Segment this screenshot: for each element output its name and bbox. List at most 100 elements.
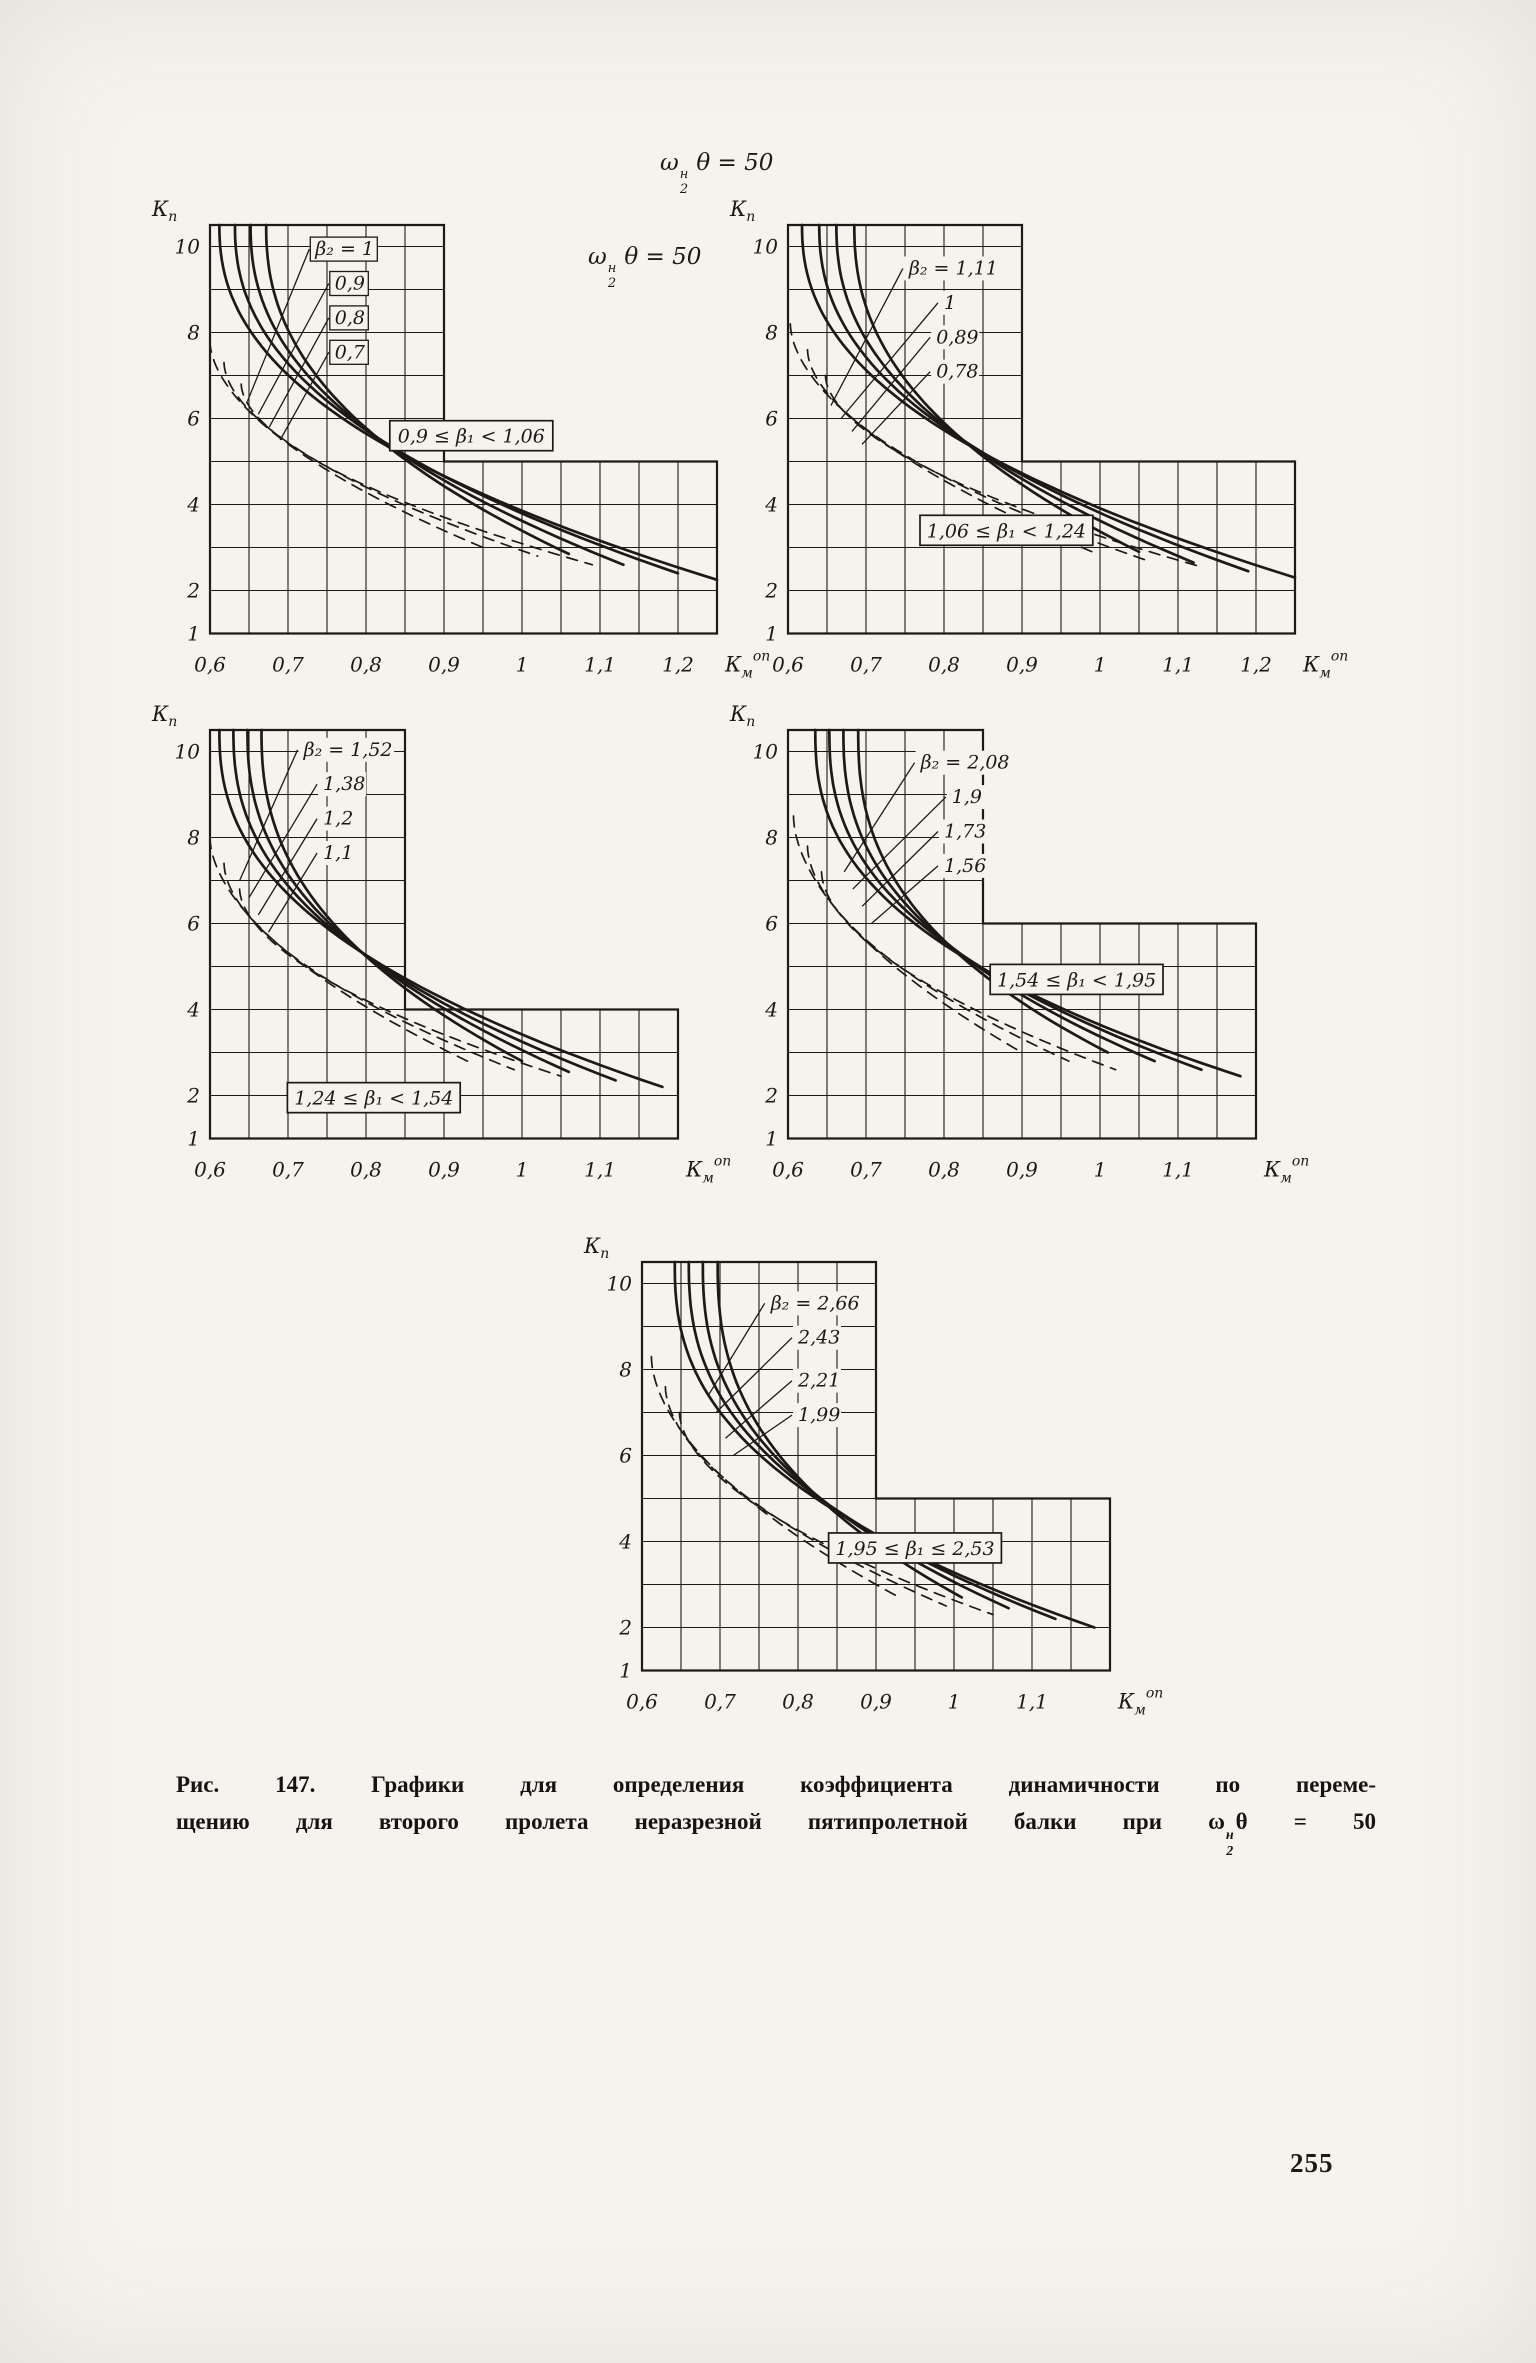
svg-text:4: 4 bbox=[618, 1530, 632, 1554]
curve-dashed bbox=[792, 815, 1023, 1054]
chart-top-left-beta1-0.9-1.06: β₂ = 1 0,9 0,8 0,7 0,9 ≤ β₁ < 1,06 1 2 4 6 8 10 0,6… bbox=[140, 195, 805, 698]
chart-top-right-beta1-1.06-1.24: β₂ = 1,11 1 0,89 0,78 1,06 ≤ β₁ < 1,24 1 2 4 6 8 1… bbox=[718, 195, 1383, 698]
svg-text:1: 1 bbox=[1094, 653, 1107, 677]
svg-text:1,95 ≤ β₁ ≤ 2,53: 1,95 ≤ β₁ ≤ 2,53 bbox=[835, 1538, 994, 1560]
svg-text:1,38: 1,38 bbox=[323, 773, 365, 795]
omega-superscript: н bbox=[679, 167, 689, 182]
curve-beta2-1,38 bbox=[232, 728, 617, 1082]
y-axis-title: Кп bbox=[151, 197, 177, 225]
svg-text:0,7: 0,7 bbox=[850, 653, 882, 677]
svg-text:0,9: 0,9 bbox=[1006, 1158, 1038, 1182]
svg-text:1: 1 bbox=[187, 1127, 200, 1151]
svg-text:1: 1 bbox=[765, 1127, 778, 1151]
y-axis-title: Кп bbox=[729, 197, 755, 225]
svg-text:1: 1 bbox=[765, 622, 778, 646]
svg-text:10: 10 bbox=[607, 1272, 633, 1296]
curve-labels: β₂ = 1,52 1,38 1,2 1,1 bbox=[239, 737, 395, 933]
svg-text:1,1: 1,1 bbox=[1162, 1158, 1194, 1182]
curve-beta2-0,9 bbox=[233, 223, 680, 575]
curve-dashed bbox=[209, 836, 469, 1062]
svg-text:0,8: 0,8 bbox=[782, 1690, 814, 1714]
svg-text:8: 8 bbox=[187, 321, 200, 345]
axis-labels: 1 2 4 6 8 10 0,6 0,7 0,8 0,9 1 1,1 1,2 Кп Кмоп bbox=[729, 197, 1348, 682]
svg-text:6: 6 bbox=[765, 407, 778, 431]
svg-text:0,9: 0,9 bbox=[428, 653, 460, 677]
svg-text:4: 4 bbox=[764, 998, 778, 1022]
curve-labels: β₂ = 1,11 1 0,89 0,78 bbox=[830, 256, 1000, 445]
svg-text:1: 1 bbox=[619, 1659, 632, 1683]
svg-text:2: 2 bbox=[186, 579, 200, 603]
y-axis-title: Кп bbox=[151, 702, 177, 730]
curve-beta2-β₂ = 1,52 bbox=[218, 728, 664, 1089]
caption-line-2-text: щению для второго пролета неразрезной пя… bbox=[176, 1809, 1162, 1835]
caption-theta-suffix: θ = 50 bbox=[1235, 1809, 1377, 1835]
svg-text:8: 8 bbox=[765, 321, 778, 345]
svg-text:0,8: 0,8 bbox=[350, 653, 382, 677]
svg-text:β₂ = 1: β₂ = 1 bbox=[314, 238, 374, 260]
curve-dashed bbox=[806, 845, 1070, 1062]
x-axis-title: Кмоп bbox=[1302, 649, 1348, 682]
omega-symbol: ω bbox=[588, 244, 607, 270]
beta1-range-box: 1,95 ≤ β₁ ≤ 2,53 bbox=[827, 1532, 1003, 1564]
curve-beta2-0,78 bbox=[852, 223, 1141, 554]
plot-outline bbox=[786, 728, 1258, 1140]
svg-text:1: 1 bbox=[1094, 1158, 1107, 1182]
curve-beta2-0,7 bbox=[264, 223, 571, 556]
beta2-curves bbox=[792, 728, 1242, 1078]
svg-text:0,8: 0,8 bbox=[335, 307, 365, 329]
omega-subscript: 2 bbox=[679, 182, 689, 197]
plot-outline bbox=[208, 223, 719, 635]
svg-text:6: 6 bbox=[187, 912, 200, 936]
svg-text:2: 2 bbox=[764, 1084, 778, 1108]
svg-text:1,06 ≤ β₁ < 1,24: 1,06 ≤ β₁ < 1,24 bbox=[927, 520, 1086, 542]
svg-text:2: 2 bbox=[186, 1084, 200, 1108]
curve-labels: β₂ = 1 0,9 0,8 0,7 bbox=[246, 236, 378, 441]
svg-text:1,9: 1,9 bbox=[952, 786, 982, 808]
page-number: 255 bbox=[1290, 2148, 1334, 2178]
svg-text:1,56: 1,56 bbox=[944, 855, 986, 877]
svg-text:β₂ = 1,52: β₂ = 1,52 bbox=[303, 739, 393, 761]
curve-beta2-1,73 bbox=[842, 728, 1156, 1063]
omega-superscript: н bbox=[607, 261, 617, 276]
svg-text:4: 4 bbox=[186, 493, 200, 517]
caption-line-2: щению для второго пролета неразрезной пя… bbox=[176, 1803, 1376, 1859]
svg-text:0,9: 0,9 bbox=[428, 1158, 460, 1182]
svg-text:0,6: 0,6 bbox=[772, 653, 804, 677]
svg-text:1: 1 bbox=[187, 622, 200, 646]
svg-text:0,6: 0,6 bbox=[194, 1158, 226, 1182]
chart-canvas: β₂ = 1 0,9 0,8 0,7 0,9 ≤ β₁ < 1,06 1 2 4 6 8 10 0,6… bbox=[151, 197, 770, 682]
svg-text:0,9: 0,9 bbox=[860, 1690, 892, 1714]
curve-labels: β₂ = 2,66 2,43 2,21 1,99 bbox=[707, 1291, 862, 1457]
y-axis-title: Кп bbox=[583, 1234, 609, 1262]
svg-text:4: 4 bbox=[186, 998, 200, 1022]
curve-beta2-1,56 bbox=[856, 728, 1110, 1054]
svg-text:8: 8 bbox=[765, 826, 778, 850]
svg-text:0,78: 0,78 bbox=[936, 361, 978, 383]
curve-beta2-0,8 bbox=[249, 223, 625, 567]
svg-text:1,54 ≤ β₁ < 1,95: 1,54 ≤ β₁ < 1,95 bbox=[997, 969, 1156, 991]
beta2-curves bbox=[650, 1260, 1096, 1629]
x-axis-title: Кмоп bbox=[1263, 1154, 1309, 1187]
svg-text:4: 4 bbox=[764, 493, 778, 517]
svg-text:1,73: 1,73 bbox=[944, 821, 986, 843]
curve-beta2-β₂ = 2,08 bbox=[813, 728, 1242, 1078]
x-axis-title: Кмоп bbox=[724, 649, 770, 682]
plot-outline bbox=[208, 728, 680, 1140]
svg-text:10: 10 bbox=[175, 740, 201, 764]
beta1-range-box: 0,9 ≤ β₁ < 1,06 bbox=[388, 419, 554, 452]
svg-text:0,7: 0,7 bbox=[272, 653, 304, 677]
svg-text:6: 6 bbox=[619, 1444, 632, 1468]
svg-text:0,9 ≤ β₁ < 1,06: 0,9 ≤ β₁ < 1,06 bbox=[398, 426, 545, 448]
svg-text:2,43: 2,43 bbox=[797, 1327, 840, 1349]
svg-text:8: 8 bbox=[619, 1358, 632, 1382]
x-axis-title: Кмоп bbox=[685, 1154, 731, 1187]
beta1-range-box: 1,54 ≤ β₁ < 1,95 bbox=[989, 963, 1164, 996]
svg-text:β₂ = 2,08: β₂ = 2,08 bbox=[920, 752, 1010, 774]
svg-text:1: 1 bbox=[516, 1158, 529, 1182]
theta-equals-50: θ = 50 bbox=[696, 150, 774, 176]
